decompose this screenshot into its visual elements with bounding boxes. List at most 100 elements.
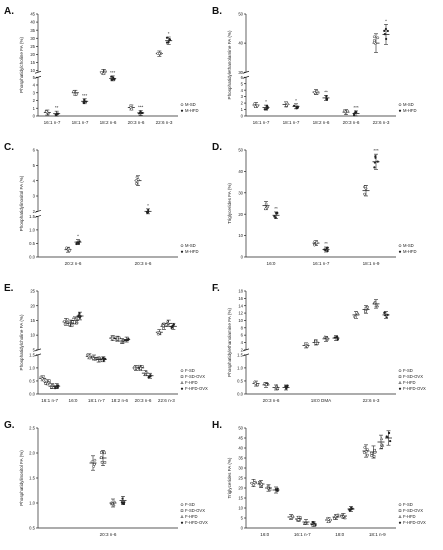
data-point (46, 382, 49, 386)
x-tick-label: 16:0 (260, 532, 269, 537)
legend-marker (398, 250, 402, 253)
y-tick-label: 25 (238, 476, 243, 481)
y-tick-label: 0.5 (29, 379, 35, 384)
data-point (127, 338, 130, 341)
y-tick-label: 0 (241, 526, 244, 531)
y-tick-label: 6 (33, 148, 36, 153)
data-point (354, 315, 357, 319)
data-point (254, 382, 257, 385)
y-tick-label: 0.5 (237, 379, 243, 384)
data-point (284, 385, 287, 388)
data-point (313, 90, 316, 94)
legend-label: M-HFD (403, 108, 417, 113)
y-tick-label: 5 (241, 81, 244, 86)
significance-mark: * (168, 31, 170, 36)
axis-break-mark (34, 70, 42, 74)
data-point (352, 112, 356, 115)
data-point (386, 29, 389, 33)
y-tick-label: 40 (238, 446, 243, 451)
data-point (110, 75, 113, 78)
legend-marker (398, 387, 402, 390)
legend-label: F-HFD (403, 380, 416, 385)
y-tick-label: 20 (30, 303, 35, 308)
data-point (161, 324, 165, 327)
data-point (366, 448, 369, 451)
y-tick-label: 10 (238, 233, 243, 238)
data-point (314, 342, 318, 345)
y-tick-label: 2 (241, 101, 244, 106)
data-point (141, 111, 144, 115)
y-tick-label: 45 (238, 436, 243, 441)
x-tick-label: 18:1 n-7 (283, 120, 300, 125)
y-tick-label: 4 (241, 88, 244, 93)
data-point (323, 335, 327, 339)
legend-label: F-SD-OVX (185, 374, 205, 379)
x-tick-label: 18:1 n-9 (363, 261, 380, 266)
data-point (335, 335, 338, 339)
legend-marker (398, 503, 402, 507)
panel-letter: B. (212, 6, 222, 17)
data-point (376, 36, 380, 40)
data-point (71, 320, 74, 324)
y-tick-label: 50 (238, 426, 243, 431)
data-point (264, 207, 268, 211)
data-point (389, 439, 392, 443)
data-point (305, 342, 309, 346)
x-tick-label: 18:1 n-9 (369, 532, 386, 537)
data-point (325, 336, 329, 340)
y-tick-label: 1 (241, 107, 244, 112)
panel-letter: D. (212, 142, 222, 153)
data-point (144, 370, 148, 374)
data-point (379, 442, 384, 446)
data-point (110, 78, 113, 81)
data-point (275, 386, 279, 390)
legend-label: F-SD (185, 502, 195, 507)
y-tick-label: 0 (241, 255, 244, 260)
legend-marker (180, 103, 184, 107)
y-axis-label: Phosphatidylethanolamine FA (%) (227, 30, 232, 99)
y-tick-label: 0.0 (29, 255, 35, 260)
y-tick-label: 50 (238, 12, 243, 17)
x-tick-label: 16:0 (267, 261, 276, 266)
data-point (387, 431, 391, 435)
legend-label: F-HFD (403, 514, 416, 519)
data-point (296, 105, 299, 108)
data-point (324, 249, 327, 252)
data-point (83, 99, 86, 102)
y-tick-label: 4 (33, 178, 36, 183)
data-point (256, 104, 259, 108)
y-tick-label: 35 (30, 28, 35, 33)
y-tick-label: 0.0 (237, 392, 243, 397)
data-point (90, 460, 94, 464)
data-point (374, 303, 378, 307)
significance-mark: * (385, 18, 387, 23)
legend-label: F-SD-OVX (403, 508, 423, 513)
panel-letter: A. (4, 6, 14, 17)
y-tick-label: 40 (238, 41, 243, 46)
legend-marker (180, 387, 184, 390)
data-point (44, 382, 47, 385)
data-point (136, 178, 140, 181)
data-point (100, 71, 103, 74)
x-tick-label: 16:1 n-7 (294, 532, 311, 537)
panel-a: A.0123451015202530354045Phosphatidylchol… (4, 6, 199, 125)
data-point (265, 108, 268, 111)
data-point (256, 383, 260, 387)
y-tick-label: 35 (238, 456, 243, 461)
data-point (383, 311, 386, 314)
data-point (103, 461, 107, 464)
y-tick-label: 1.5 (29, 214, 35, 219)
legend-marker (398, 244, 402, 248)
x-tick-label: 16:1 n-7 (44, 120, 61, 125)
data-point (370, 451, 374, 455)
y-tick-label: 2 (33, 209, 36, 214)
panel-letter: F. (212, 283, 220, 294)
data-point (77, 314, 80, 317)
data-point (130, 107, 133, 111)
y-tick-label: 20 (238, 486, 243, 491)
y-tick-label: 10 (238, 318, 243, 323)
data-point (166, 321, 170, 325)
legend-label: M-SD (403, 102, 414, 107)
